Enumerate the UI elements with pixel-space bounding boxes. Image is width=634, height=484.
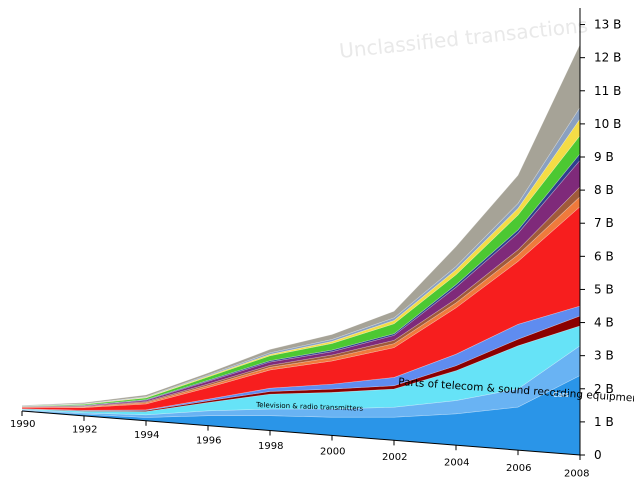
x-axis-line [21,410,581,456]
y-tick-label: 4 B [594,316,614,330]
y-axis-ticks: 0 1 B 2 B 3 B 4 B 5 B 6 B 7 B 8 B 9 B 10 B 11 B 12 B… [580,18,621,462]
y-tick-label: 12 B [594,51,621,65]
annotation-unclassified: Unclassified transactions [338,13,589,63]
x-tick-label: 1996 [196,435,221,446]
x-axis-ticks: 1990 1992 1994 1996 1998 2000 2002 2004 2006 2008 [10,411,589,479]
area-layers [21,44,581,456]
x-tick-label: 2006 [506,463,531,474]
y-tick-label: 0 [594,448,602,462]
y-tick-label: 1 B [594,415,614,429]
y-tick-label: 10 B [594,117,621,131]
y-tick-label: 9 B [594,150,614,164]
x-tick-label: 2002 [382,452,407,463]
annotation-tv-radio: Television & radio transmitters [255,401,364,413]
x-tick-label: 1998 [258,441,283,452]
y-tick-label: 3 B [594,349,614,363]
y-tick-label: 13 B [594,18,621,32]
y-tick-label: 11 B [594,84,621,98]
x-tick-label: 2004 [444,457,469,468]
x-tick-label: 1990 [10,419,35,430]
y-tick-label: 6 B [594,249,614,263]
x-tick-label: 2008 [564,468,589,479]
axes: 0 1 B 2 B 3 B 4 B 5 B 6 B 7 B 8 B 9 B 10 B 11 B 12 B… [10,8,621,479]
x-tick-label: 1992 [72,424,97,435]
x-tick-label: 2000 [320,446,345,457]
y-tick-label: 5 B [594,282,614,296]
y-tick-label: 7 B [594,216,614,230]
y-tick-label: 8 B [594,183,614,197]
annotation-cars: Cars [553,391,569,399]
y-tick-label: 2 B [594,382,614,396]
x-tick-label: 1994 [134,430,159,441]
